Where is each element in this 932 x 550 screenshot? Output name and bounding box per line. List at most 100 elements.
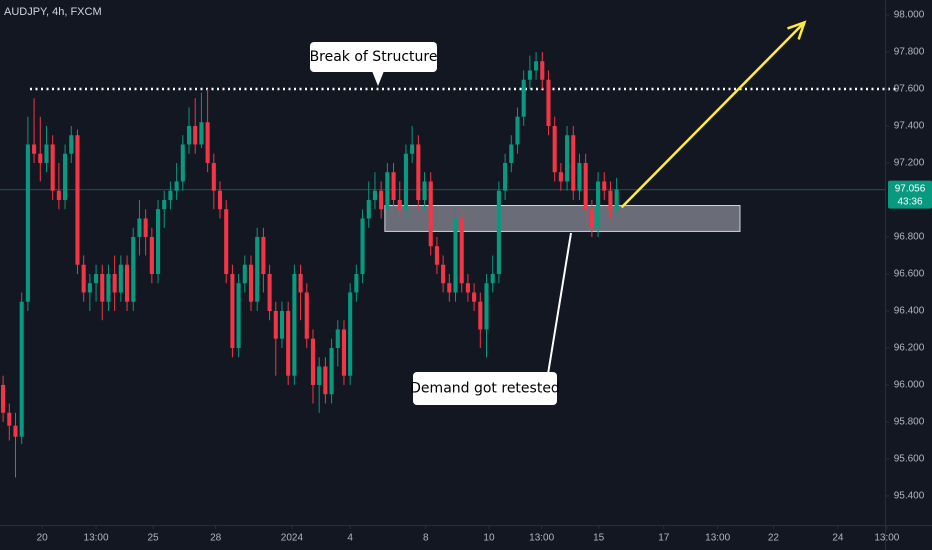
candle-body [25, 144, 30, 302]
y-tick-label: 96.600 [894, 269, 925, 280]
candle-body [521, 79, 526, 117]
candle-body [596, 181, 601, 228]
candle-body [366, 199, 371, 219]
candle-body [385, 172, 390, 210]
candle-body [63, 153, 68, 200]
callout-box [310, 42, 437, 72]
candle-body [224, 209, 229, 274]
y-tick-label: 96.400 [894, 306, 925, 317]
candle-body [515, 116, 520, 145]
candle-body [1, 384, 6, 413]
candle-body [608, 190, 613, 210]
x-tick-label: 10 [483, 533, 495, 544]
candle-body [298, 273, 303, 293]
plot [0, 20, 897, 478]
candle-body [583, 162, 588, 210]
candle-body [211, 162, 216, 191]
candle-body [565, 135, 570, 182]
candle-body [267, 273, 272, 311]
candle-body [199, 122, 204, 145]
x-tick-label: 20 [37, 533, 49, 544]
candle-body [137, 218, 142, 237]
y-tick-label: 96.000 [894, 380, 925, 391]
candle-body [410, 144, 415, 154]
callout-box [413, 372, 557, 405]
candle-body [354, 273, 359, 293]
candle-body [391, 172, 396, 200]
candle-body [459, 218, 464, 284]
candle-body [602, 181, 607, 191]
candle-body [348, 292, 353, 376]
candle-body [478, 301, 483, 330]
y-tick-label: 97.600 [894, 84, 925, 95]
candle-body [484, 283, 489, 330]
candle-body [441, 264, 446, 284]
candle-body [546, 79, 551, 126]
y-tick-label: 96.200 [894, 343, 925, 354]
candle-body [217, 190, 223, 210]
candle-body [540, 61, 545, 80]
candle-body [428, 181, 433, 247]
candle-body [527, 70, 532, 80]
callout-text: Demand got retested [410, 381, 560, 397]
candle-body [614, 189, 619, 210]
candle-body [310, 338, 316, 385]
candle-body [577, 162, 582, 191]
demand-zone [384, 205, 741, 232]
candle-body [552, 125, 557, 173]
x-tick-label: 17 [658, 533, 670, 544]
candle-body [360, 218, 365, 274]
candle-body [19, 301, 24, 437]
overlay: Break of Structure Demand got retested [310, 42, 572, 405]
candle-body [509, 144, 514, 163]
y-tick-label: 97.800 [894, 47, 925, 58]
x-tick-label: 2024 [281, 533, 304, 544]
candle-body [50, 144, 55, 191]
candle-body [13, 425, 18, 437]
candle-body [292, 273, 297, 376]
candle-body [168, 190, 173, 200]
x-tick-label: 22 [768, 533, 780, 544]
x-tick-label: 13:00 [705, 533, 730, 544]
candle-body [162, 199, 167, 210]
candle-body [341, 329, 347, 376]
candle-body [279, 310, 285, 339]
candle-body [379, 190, 384, 210]
candle-body [180, 144, 185, 182]
candle-body [125, 264, 130, 302]
candle-body [503, 162, 508, 191]
x-tick-label: 15 [593, 533, 605, 544]
candle-body [372, 190, 377, 200]
candle-body [286, 310, 291, 376]
candle-body [447, 283, 452, 293]
y-tick-label: 97.200 [894, 158, 925, 169]
candle-body [571, 135, 576, 191]
y-tick-label: 95.800 [894, 417, 925, 428]
candle-body [7, 412, 12, 426]
candle-body [174, 181, 179, 191]
candle-body [118, 264, 123, 293]
candle-body [248, 264, 254, 302]
candle-body [422, 181, 427, 200]
candle-body [323, 366, 328, 395]
candle-body [100, 273, 105, 302]
x-tick-label: 13:00 [874, 533, 899, 544]
candle-body [453, 218, 458, 293]
arrow-head [787, 20, 807, 40]
candle-body [87, 283, 92, 293]
candle-body [496, 190, 501, 274]
x-tick-label: 25 [148, 533, 160, 544]
candle-body [273, 310, 278, 339]
candle-body [56, 190, 61, 200]
price-badge-value: 97.056 [895, 183, 926, 194]
candle-body [112, 273, 117, 293]
y-tick-label: 97.400 [894, 121, 925, 132]
candle-body [44, 144, 49, 163]
candle-body [106, 273, 111, 302]
x-tick-label: 24 [832, 533, 844, 544]
candle-body [81, 264, 86, 293]
candle-body [589, 209, 594, 228]
